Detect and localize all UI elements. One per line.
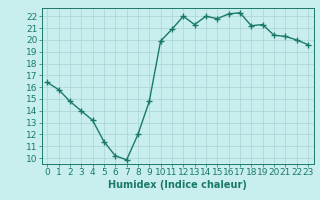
X-axis label: Humidex (Indice chaleur): Humidex (Indice chaleur) (108, 180, 247, 190)
